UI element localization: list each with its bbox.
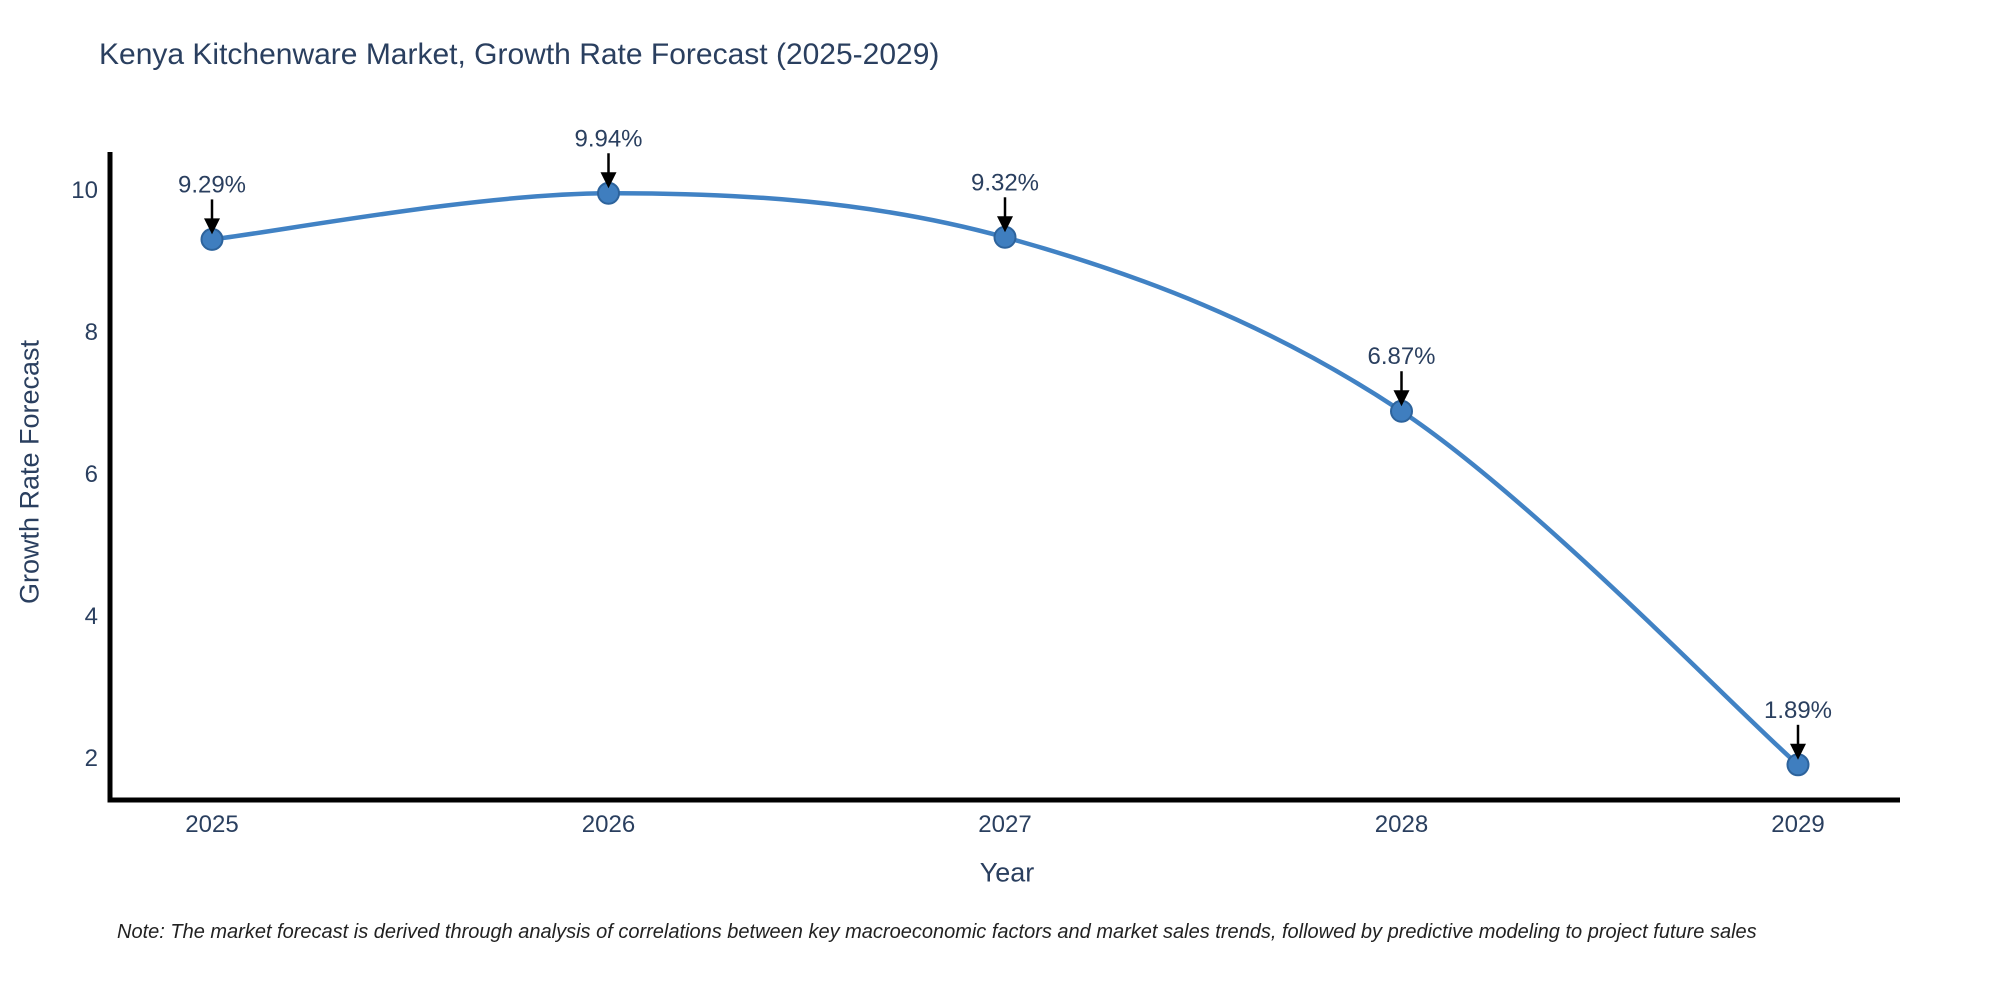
annotation-arrowhead (997, 216, 1013, 233)
annotation-label: 9.29% (178, 171, 246, 198)
series-line (209, 191, 1801, 768)
annotation-arrowhead (600, 172, 617, 189)
annotation-label: 6.87% (1367, 343, 1435, 370)
annotation-label: 9.32% (971, 169, 1039, 196)
annotation-label: 9.94% (574, 125, 642, 152)
x-tick-label: 2029 (1771, 811, 1824, 838)
y-axis-title: Growth Rate Forecast (14, 339, 45, 605)
y-tick-label: 6 (85, 461, 98, 488)
x-tick-label: 2028 (1375, 811, 1428, 838)
y-tick-label: 10 (71, 177, 98, 204)
x-tick-label: 2027 (978, 811, 1031, 838)
annotation-label: 1.89% (1764, 697, 1832, 724)
footnote: Note: The market forecast is derived thr… (117, 921, 1757, 943)
x-tick-label: 2026 (582, 811, 635, 838)
annotation-arrowhead (204, 218, 220, 235)
annotation-arrowhead (1790, 743, 1806, 760)
y-tick-label: 2 (85, 745, 98, 772)
x-tick-label: 2025 (185, 811, 238, 838)
y-tick-label: 4 (85, 603, 98, 630)
y-tick-label: 8 (85, 319, 98, 346)
annotation-arrowhead (1393, 390, 1410, 407)
x-axis-title: Year (979, 857, 1035, 888)
chart-title: Kenya Kitchenware Market, Growth Rate Fo… (99, 38, 940, 71)
